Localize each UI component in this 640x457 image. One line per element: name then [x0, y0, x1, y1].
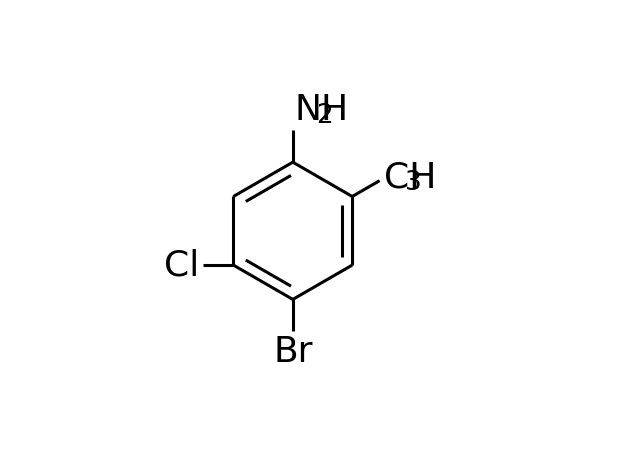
Text: 2: 2: [316, 103, 332, 129]
Text: NH: NH: [294, 93, 349, 127]
Text: 3: 3: [405, 170, 422, 197]
Text: Br: Br: [273, 335, 312, 369]
Text: CH: CH: [384, 160, 436, 194]
Text: Cl: Cl: [164, 248, 199, 282]
